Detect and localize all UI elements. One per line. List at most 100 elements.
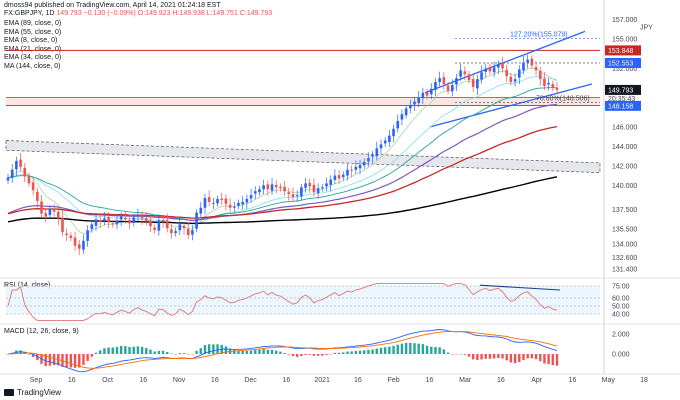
rsi-line: [7, 283, 558, 321]
candle-body: [161, 219, 165, 222]
macd-histogram-bar: [94, 352, 98, 354]
price-tick-label: 137.500: [612, 207, 637, 214]
symbol-line: FX:GBPJPY, 1D 149.793 −0.130 (−0.09%) O:…: [4, 10, 272, 17]
candle-body: [484, 68, 488, 72]
legend-ema21[interactable]: EMA (21, close, 0): [4, 45, 62, 53]
candle-body: [216, 198, 219, 204]
candle-body: [82, 240, 85, 250]
macd-histogram-bar: [392, 345, 395, 354]
macd-histogram-bar: [396, 344, 399, 354]
candle-body: [128, 219, 131, 224]
currency-label: JPY: [640, 24, 653, 31]
candle-body: [350, 169, 353, 171]
candle-body: [94, 219, 98, 226]
macd-histogram-bar: [19, 350, 22, 354]
macd-histogram-bar: [111, 347, 114, 354]
candle-body: [107, 217, 110, 223]
candle-body: [86, 230, 89, 241]
candle-body: [551, 84, 555, 88]
candle-body: [429, 88, 433, 95]
signal-line: [7, 331, 558, 369]
macd-histogram-bar: [513, 354, 517, 364]
candle-body: [178, 224, 182, 231]
candle-body: [237, 202, 240, 206]
macd-histogram-bar: [539, 354, 542, 362]
macd-histogram-bar: [140, 346, 144, 354]
legend-ma144[interactable]: MA (144, close, 0): [4, 62, 61, 70]
macd-histogram-bar: [329, 354, 332, 355]
candle-body: [530, 58, 534, 66]
macd-histogram-bar: [199, 348, 202, 354]
support-zone: [6, 97, 600, 106]
macd-histogram-bar: [237, 350, 240, 354]
legend-ema55[interactable]: EMA (55, close, 0): [4, 28, 62, 36]
time-tick-label: 16: [569, 377, 577, 384]
candle-body: [224, 198, 228, 204]
rsi-label[interactable]: RSI (14, close): [4, 282, 51, 289]
price-tick-label: 144.000: [612, 144, 637, 151]
macd-histogram-bar: [115, 346, 119, 354]
legend-ema89[interactable]: EMA (89, close, 0): [4, 20, 62, 27]
macd-label[interactable]: MACD (12, 26, close, 9): [4, 328, 79, 335]
candle-body: [346, 169, 349, 176]
macd-histogram-bar: [446, 352, 450, 354]
tradingview-logo[interactable]: TradingView: [4, 388, 61, 397]
macd-histogram-bar: [283, 353, 286, 354]
time-tick-label: Apr: [531, 377, 543, 384]
candle-body: [463, 71, 467, 75]
candle-body: [488, 66, 492, 72]
candle-body: [253, 191, 257, 194]
candle-body: [505, 69, 509, 77]
symbol[interactable]: FX:GBPJPY, 1D: [4, 10, 55, 17]
resistance-price-box: 153.848: [605, 45, 641, 56]
price-tick-label: 157.000: [612, 17, 637, 24]
candle-body: [375, 148, 379, 157]
ema21-line: [7, 76, 558, 226]
legend-ema34[interactable]: EMA (34, close, 0): [4, 54, 62, 62]
time-tick-label: 16: [497, 377, 505, 384]
rsi-tick-label: 75.00: [612, 284, 630, 291]
macd-histogram-bar: [358, 350, 362, 354]
candle-body: [195, 212, 198, 229]
level-price-box-text: 152.553: [608, 61, 633, 68]
candle-body: [492, 67, 496, 73]
macd-histogram-bar: [174, 353, 177, 355]
candle-body: [69, 235, 73, 238]
macd-histogram-bar: [497, 354, 500, 358]
macd-histogram-bar: [409, 342, 412, 354]
last-price-box: 149.793: [605, 84, 641, 95]
macd-histogram-bar: [124, 346, 127, 354]
candle-body: [555, 87, 559, 90]
macd-histogram-bar: [65, 354, 68, 368]
time-tick-label: Nov: [173, 377, 186, 384]
candle-body: [417, 97, 421, 104]
price-axis: 131.400 132.600 134.000 135.500 137.500 140.0…: [605, 17, 653, 274]
candle-body: [354, 166, 358, 170]
candle-body: [333, 175, 337, 180]
price-change: −0.130 (−0.09%): [83, 10, 136, 17]
rsi-tick-label: 50.00: [612, 304, 630, 311]
candle-body: [48, 208, 52, 216]
candle-body: [291, 194, 295, 198]
high-value: H:149.938: [172, 10, 205, 17]
macd-histogram-bar: [249, 350, 253, 354]
candle-body: [383, 140, 387, 144]
price-tick-label: 155.000: [612, 37, 637, 44]
candle-body: [31, 182, 35, 191]
candle-body: [65, 233, 68, 236]
candle-body: [522, 62, 525, 71]
macd-line: [7, 329, 558, 373]
macd-histogram-bar: [27, 354, 31, 355]
candle-body: [44, 213, 48, 217]
macd-histogram-bar: [195, 350, 198, 354]
last-price: 149.793: [56, 10, 82, 17]
candle-body: [517, 69, 521, 78]
macd-histogram-bar: [430, 346, 433, 354]
legend-ema8[interactable]: EMA (8, close, 0): [4, 37, 58, 45]
candle-body: [132, 217, 136, 223]
candle-body: [538, 70, 542, 80]
macd-histogram-bar: [451, 354, 454, 355]
macd-histogram-bar: [337, 352, 341, 354]
